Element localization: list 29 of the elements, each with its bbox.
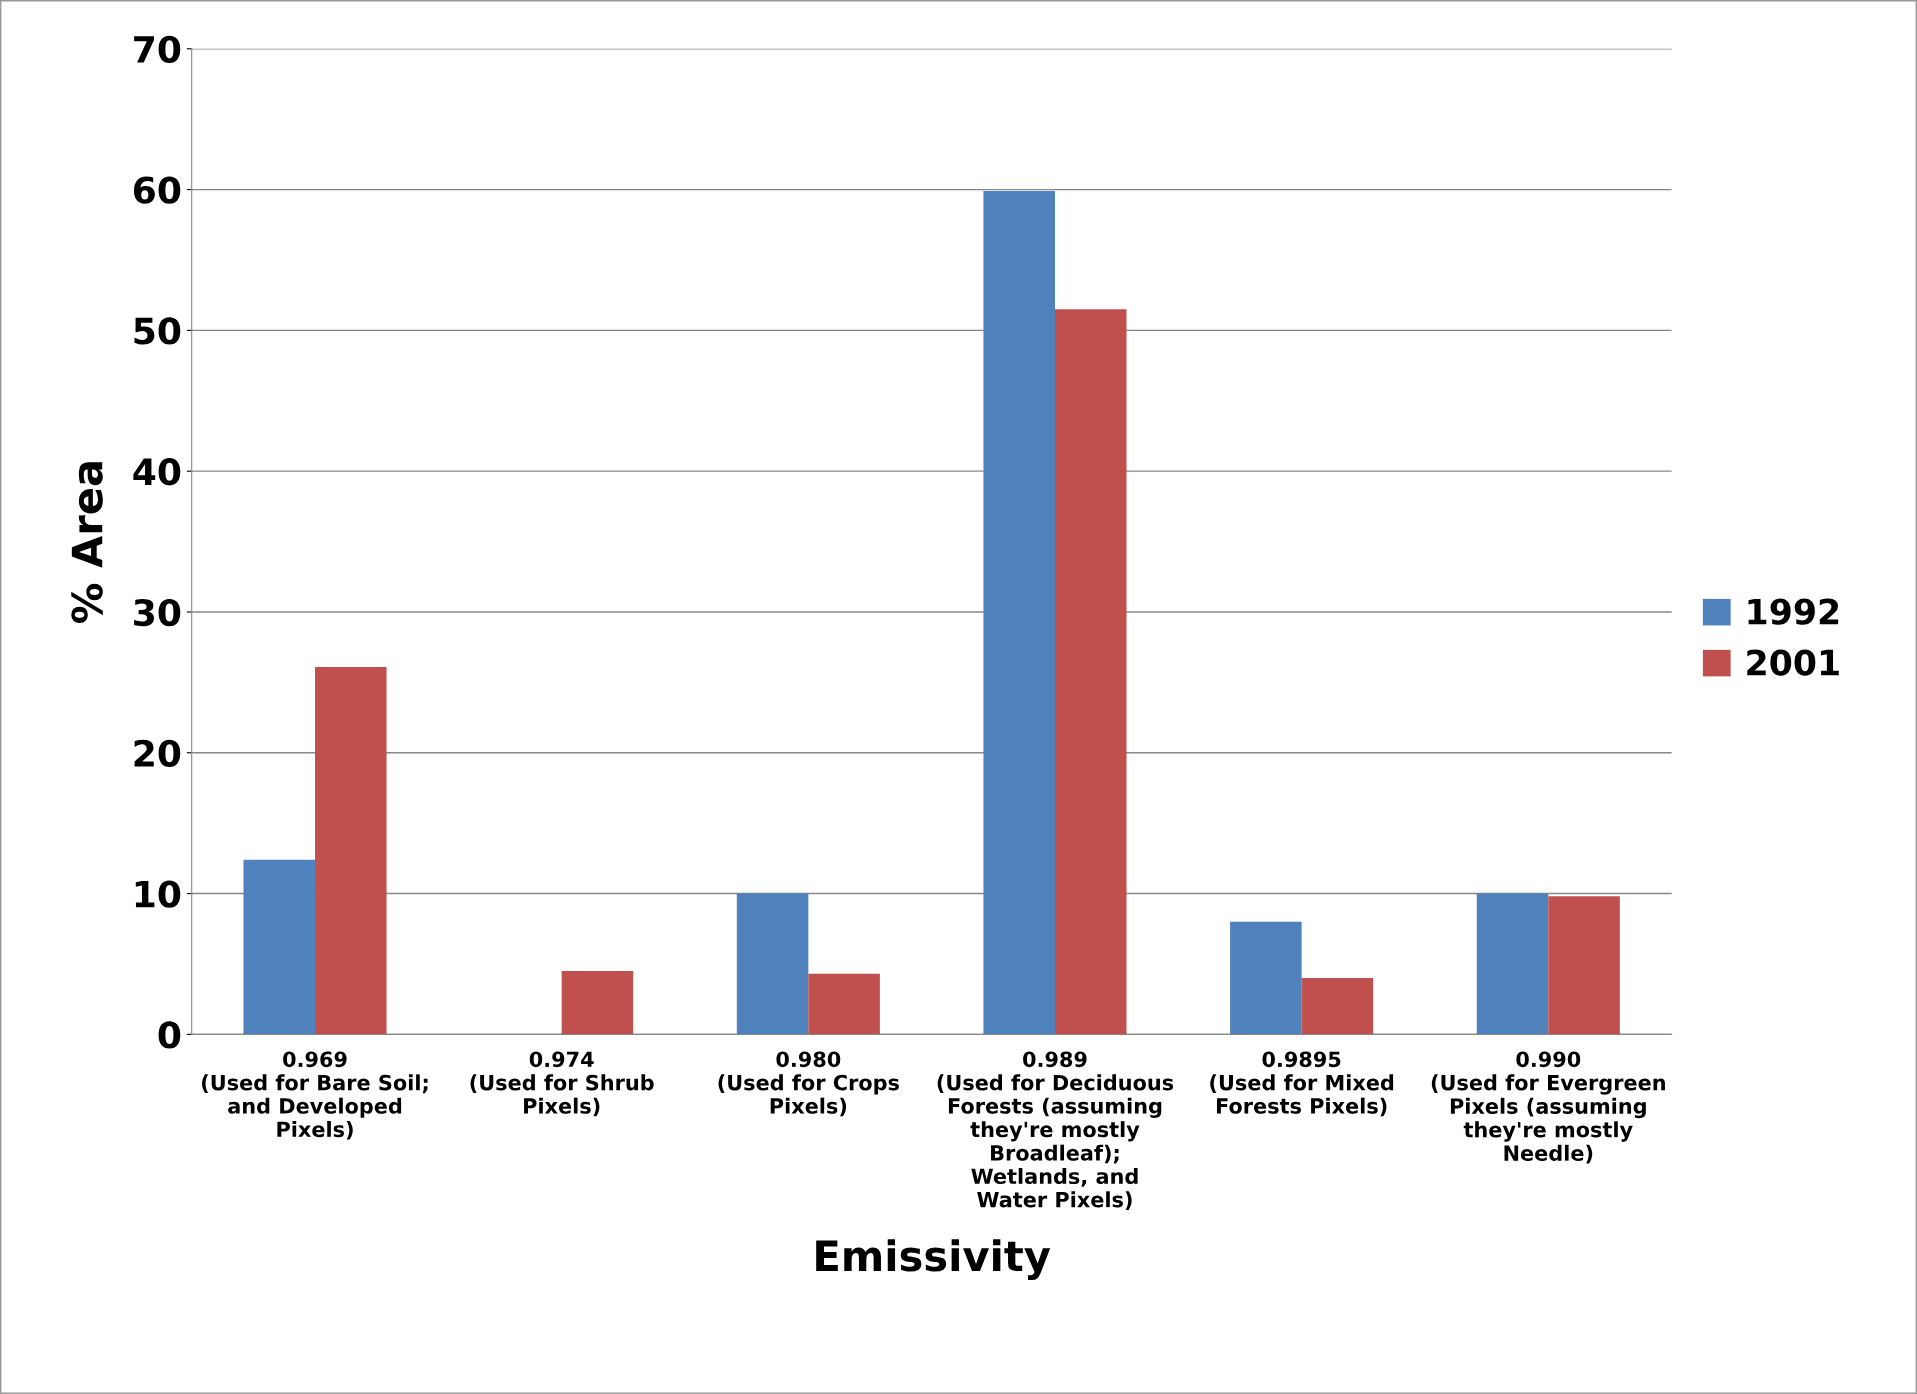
bar (983, 190, 1055, 1035)
bar (1548, 896, 1620, 1035)
x-tick-label: 0.980 (Used for Crops Pixels) (718, 1051, 899, 1117)
bar (315, 666, 387, 1035)
y-tick-label: 30 (134, 598, 181, 627)
bar (561, 970, 634, 1035)
x-axis-title: Emissivity (816, 1239, 1051, 1280)
y-tick-label: 40 (133, 458, 181, 486)
y-tick-label: 10 (135, 880, 181, 908)
y-tick-label: 20 (134, 739, 181, 767)
legend-label: 2001 (1747, 649, 1839, 676)
bar (1476, 893, 1549, 1035)
y-tick-label: 50 (134, 317, 181, 345)
x-tick-label: 0.990 (Used for Evergreen Pixels (assuming they're mostly Needle) (1431, 1051, 1665, 1164)
bar (736, 893, 809, 1035)
x-tick-label: 0.974 (Used for Shrub Pixels) (470, 1051, 654, 1117)
bar (1054, 309, 1127, 1035)
x-tick-label: 0.9895 (Used for Mixed Forests Pixels) (1210, 1051, 1394, 1117)
y-tick-label: 0 (158, 1021, 181, 1049)
bar (243, 859, 316, 1035)
y-axis-title: % Area (71, 462, 103, 623)
bar (808, 973, 880, 1035)
x-tick-label: 0.989 (Used for Deciduous Forests (assuming they're mostly Broadleaf); Wetlands, and Water Pixels) (937, 1051, 1174, 1210)
bar (1301, 978, 1374, 1035)
legend-label: 1992 (1748, 598, 1839, 625)
x-tick-label: 0.969 (Used for Bare Soil; and Developed Pixels) (202, 1051, 428, 1140)
bar (1230, 921, 1302, 1035)
y-tick-label: 70 (134, 35, 181, 64)
y-tick-label: 60 (133, 176, 181, 204)
